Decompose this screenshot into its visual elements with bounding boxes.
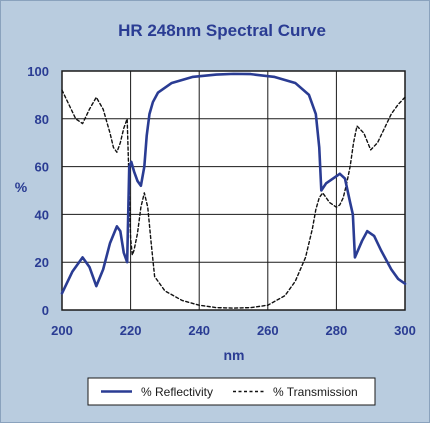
x-tick-labels: 200 220 240 260 280 300 xyxy=(51,323,416,338)
x-tick-label: 220 xyxy=(120,323,142,338)
legend-box xyxy=(87,377,376,406)
legend-label-reflectivity: % Reflectivity xyxy=(141,385,213,399)
x-axis-label: nm xyxy=(224,347,245,363)
y-tick-label: 60 xyxy=(35,160,49,175)
x-tick-label: 240 xyxy=(188,323,210,338)
y-tick-label: 80 xyxy=(35,112,49,127)
series-line-transmission xyxy=(61,89,406,309)
legend-label-transmission: % Transmission xyxy=(273,385,358,399)
y-tick-label: 40 xyxy=(35,207,49,222)
x-tick-label: 280 xyxy=(326,323,348,338)
y-tick-label: 100 xyxy=(27,64,49,79)
y-tick-label: 20 xyxy=(35,255,49,270)
legend: % Reflectivity % Transmission xyxy=(87,377,376,406)
x-tick-label: 260 xyxy=(257,323,279,338)
y-tick-labels: 0 20 40 60 80 100 xyxy=(27,64,49,318)
chart-title: HR 248nm Spectral Curve xyxy=(118,21,326,40)
y-tick-label: 0 xyxy=(42,303,49,318)
y-axis-label: % xyxy=(15,179,28,195)
series-line-reflectivity xyxy=(60,72,407,295)
x-tick-label: 200 xyxy=(51,323,73,338)
plot-area xyxy=(61,70,406,311)
x-tick-label: 300 xyxy=(394,323,416,338)
series-layer xyxy=(60,72,407,309)
grid xyxy=(61,70,406,311)
